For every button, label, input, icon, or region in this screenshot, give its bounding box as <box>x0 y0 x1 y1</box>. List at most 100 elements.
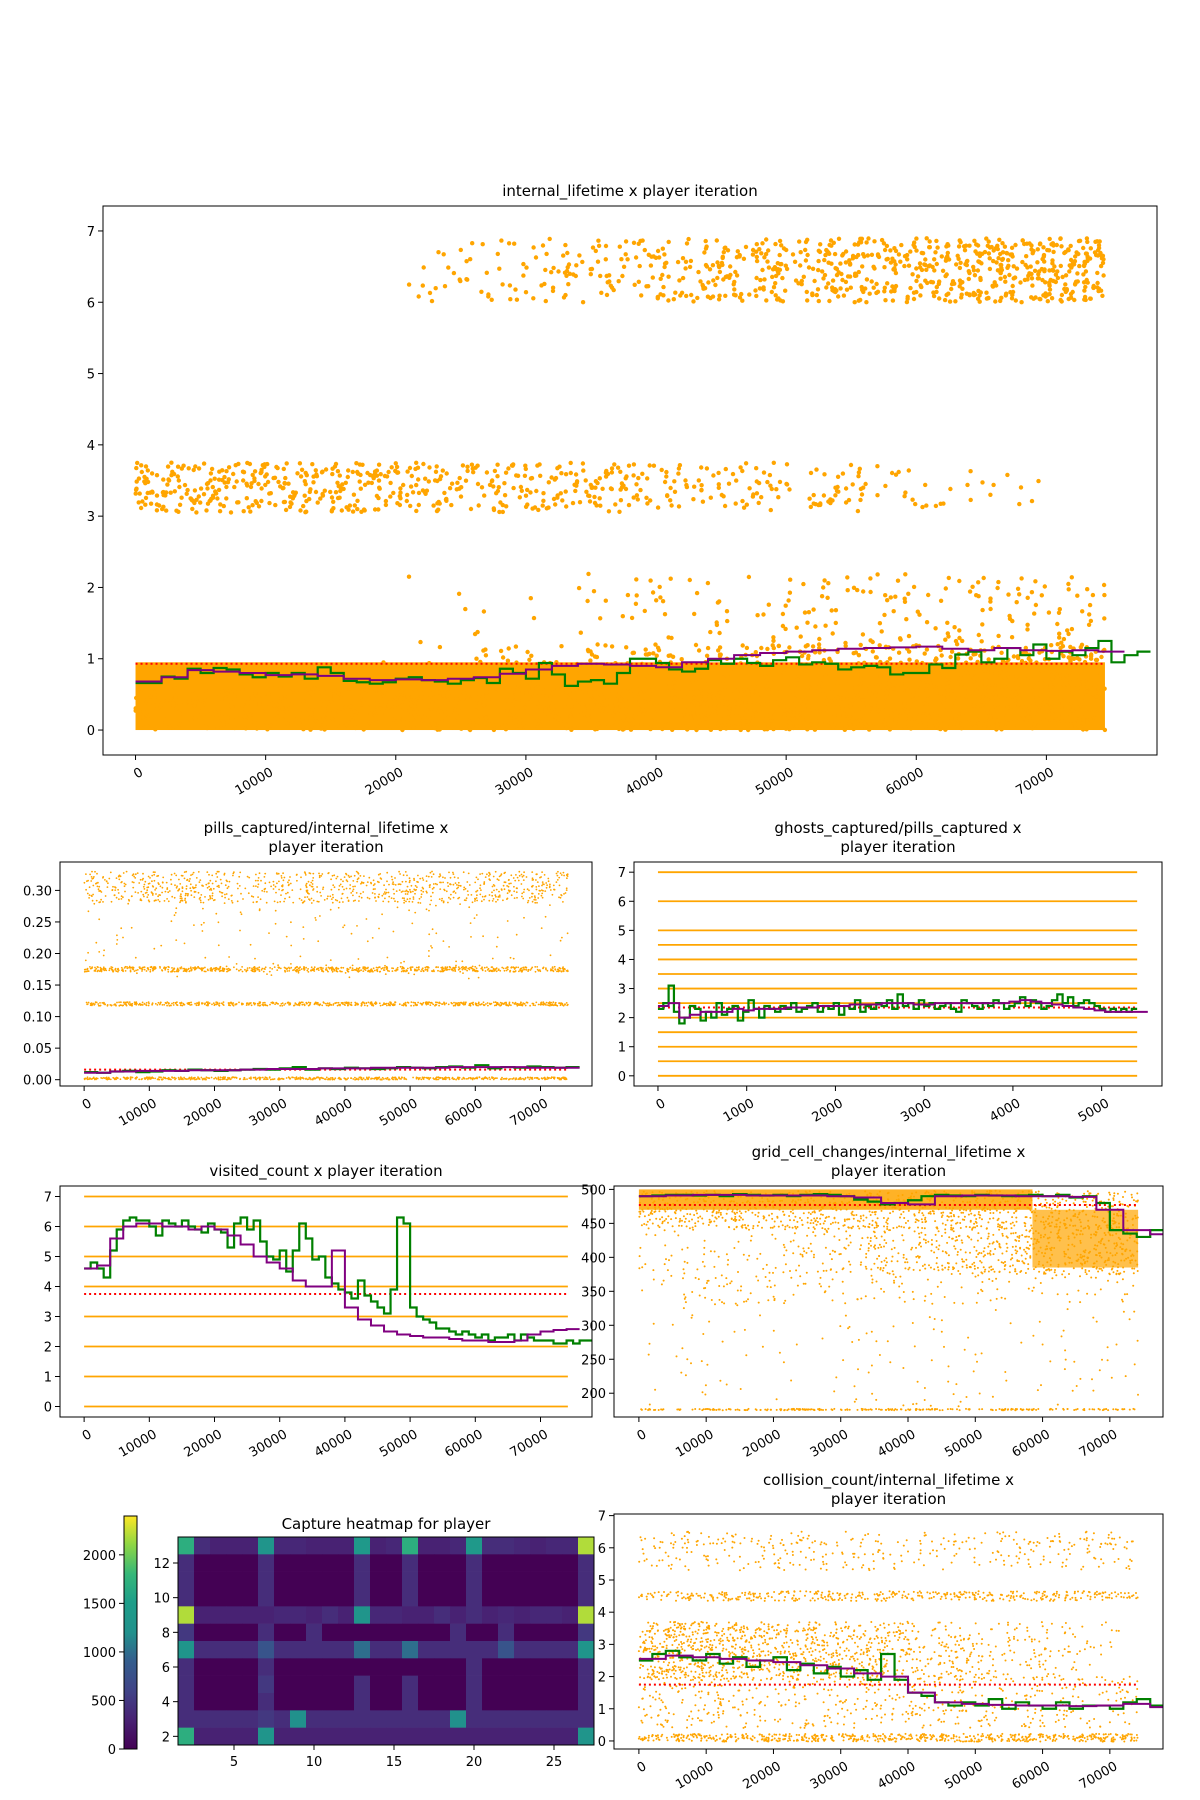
scatter-point <box>541 896 544 899</box>
scatter-point <box>631 650 637 655</box>
scatter-point <box>995 246 1000 252</box>
scatter-point <box>231 471 236 477</box>
scatter-point <box>813 684 819 690</box>
scatter-point <box>388 895 391 898</box>
scatter-point <box>1014 600 1019 605</box>
scatter-point <box>792 686 797 691</box>
scatter-point <box>925 693 930 698</box>
scatter-point <box>416 490 422 496</box>
scatter-point <box>215 872 218 875</box>
scatter-point <box>438 898 441 900</box>
scatter-point <box>436 883 438 886</box>
scatter-point <box>505 658 511 663</box>
scatter-point <box>414 716 420 721</box>
scatter-point <box>160 699 165 704</box>
scatter-point <box>640 699 646 704</box>
scatter-point <box>592 494 597 500</box>
scatter-point <box>776 697 781 702</box>
scatter-point <box>723 466 728 472</box>
scatter-point <box>299 955 302 958</box>
scatter-point <box>165 482 170 487</box>
scatter-point <box>562 871 565 874</box>
scatter-point <box>658 595 663 600</box>
scatter-point <box>160 944 163 947</box>
scatter-point <box>352 894 354 897</box>
scatter-point <box>1056 701 1062 706</box>
scatter-point <box>89 873 91 876</box>
scatter-point <box>986 251 992 256</box>
scatter-point <box>382 473 388 479</box>
scatter-point <box>175 464 181 469</box>
scatter-point <box>723 274 728 280</box>
scatter-point <box>495 707 500 713</box>
scatter-point <box>738 687 743 692</box>
scatter-point <box>245 483 250 488</box>
scatter-point <box>438 686 443 691</box>
scatter-point <box>782 704 787 709</box>
scatter-point <box>801 581 806 587</box>
scatter-point <box>458 896 461 899</box>
scatter-point <box>1083 284 1088 290</box>
scatter-point <box>93 902 96 905</box>
scatter-point <box>1061 676 1066 681</box>
scatter-point <box>152 885 155 888</box>
scatter-point <box>398 496 403 501</box>
scatter-point <box>765 259 770 264</box>
scatter-point <box>153 947 156 950</box>
scatter-point <box>208 888 211 891</box>
scatter-point <box>512 957 515 960</box>
scatter-point <box>255 885 257 887</box>
scatter-point <box>298 474 304 479</box>
scatter-point <box>409 888 411 891</box>
scatter-point <box>154 966 157 969</box>
scatter-point <box>347 874 350 877</box>
scatter-point <box>892 267 897 272</box>
scatter-point <box>228 956 231 958</box>
scatter-point <box>1078 703 1083 709</box>
scatter-point <box>646 695 651 700</box>
scatter-point <box>190 889 193 892</box>
scatter-point <box>251 967 253 970</box>
scatter-point <box>858 240 864 245</box>
scatter-point <box>91 899 94 902</box>
scatter-point <box>500 655 506 660</box>
scatter-point <box>441 897 443 900</box>
scatter-point <box>194 968 197 971</box>
scatter-point <box>947 299 953 304</box>
scatter-point <box>534 901 537 904</box>
scatter-point <box>132 881 135 884</box>
scatter-point <box>204 896 206 898</box>
scatter-point <box>966 269 971 274</box>
scatter-point <box>456 887 458 890</box>
scatter-point <box>431 870 433 873</box>
scatter-point <box>469 462 475 467</box>
scatter-point <box>511 485 516 491</box>
scatter-point <box>387 891 390 894</box>
scatter-point <box>182 967 185 970</box>
scatter-point <box>421 461 426 467</box>
scatter-point <box>868 638 873 643</box>
scatter-point <box>152 690 157 695</box>
scatter-point <box>332 896 334 899</box>
scatter-point <box>96 885 99 888</box>
scatter-point <box>480 967 483 970</box>
scatter-point <box>310 881 313 884</box>
scatter-point <box>634 493 640 498</box>
scatter-point <box>215 496 220 501</box>
scatter-point <box>240 710 246 715</box>
scatter-point <box>918 710 923 715</box>
scatter-point <box>392 888 395 891</box>
scatter-point <box>906 705 911 711</box>
scatter-point <box>1055 674 1061 679</box>
scatter-point <box>185 887 188 890</box>
scatter-point <box>922 651 927 656</box>
scatter-point <box>820 269 825 274</box>
scatter-point <box>320 895 322 897</box>
scatter-point <box>267 491 272 496</box>
scatter-point <box>240 703 245 708</box>
scatter-point <box>519 488 524 493</box>
scatter-point <box>331 969 333 971</box>
scatter-point <box>264 872 267 875</box>
scatter-point <box>729 711 735 716</box>
